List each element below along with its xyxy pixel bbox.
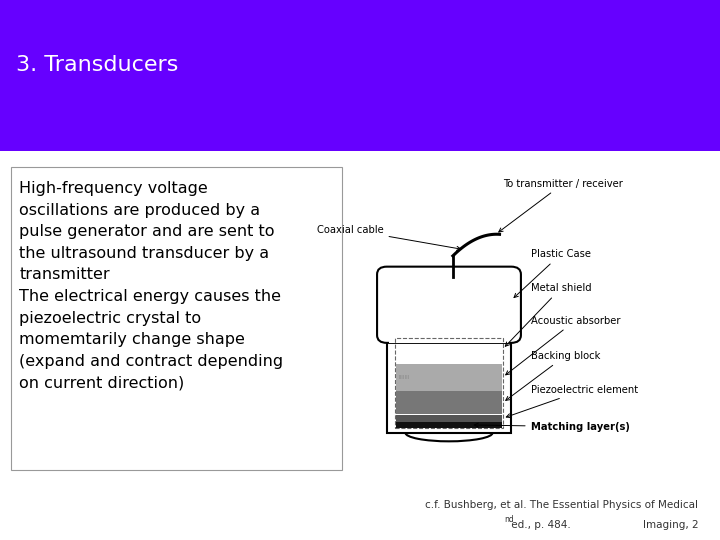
Text: 3. Transducers: 3. Transducers [16,55,179,75]
Text: High-frequency voltage
oscillations are produced by a
pulse generator and are se: High-frequency voltage oscillations are … [19,181,284,390]
Text: Imaging, 2: Imaging, 2 [643,520,698,530]
Text: Matching layer(s): Matching layer(s) [474,422,629,431]
Bar [395,338,503,428]
Text: Acoustic absorber: Acoustic absorber [505,315,620,375]
Text: Metal shield: Metal shield [505,283,591,346]
Bar [0,0,720,151]
Bar [11,167,342,470]
Bar [396,364,502,391]
Text: Plastic Case: Plastic Case [514,249,590,298]
Bar [389,332,509,343]
Text: nd: nd [505,515,515,524]
Text: c.f. Bushberg, et al. The Essential Physics of Medical: c.f. Bushberg, et al. The Essential Phys… [426,500,698,510]
Text: Piezoelectric element: Piezoelectric element [506,385,638,417]
Bar [396,422,502,428]
Text: Backing block: Backing block [505,351,600,400]
Bar [396,415,502,422]
Bar [396,391,502,414]
Text: IIIIIII: IIIIIII [398,375,410,380]
Bar [387,334,511,433]
Text: Coaxial cable: Coaxial cable [317,225,461,251]
Text: ed., p. 484.: ed., p. 484. [508,520,571,530]
Text: To transmitter / receiver: To transmitter / receiver [499,179,624,232]
FancyBboxPatch shape [377,267,521,343]
